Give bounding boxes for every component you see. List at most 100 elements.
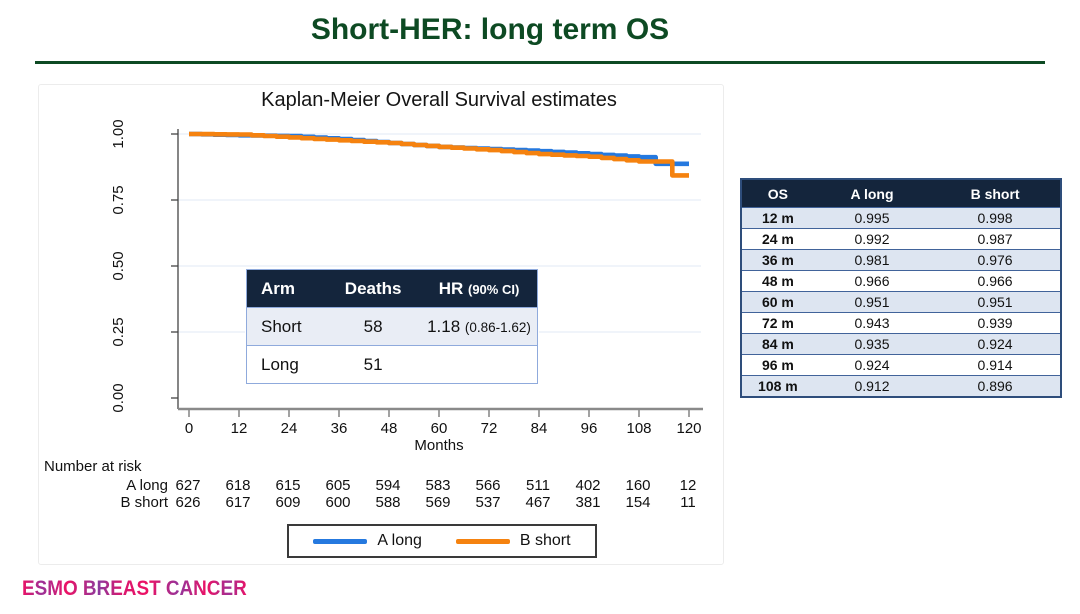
inset-header-arm: Arm	[261, 278, 296, 298]
risk-value: 467	[525, 494, 551, 511]
risk-value: 537	[475, 494, 501, 511]
os-table: OS A long B short 12 m 0.995 0.998 24 m 0.992 0…	[740, 178, 1062, 398]
x-tick-label: 60	[431, 420, 448, 437]
y-tick-label: 1.00	[110, 119, 127, 148]
os-table-cell: 0.924	[977, 336, 1013, 352]
os-table-cell: 0.943	[854, 315, 890, 331]
os-table-row: 108 m 0.912 0.896	[741, 375, 1061, 397]
inset-row: Short 58 1.18 (0.86-1.62)	[247, 307, 537, 346]
risk-value: 609	[275, 494, 301, 511]
os-table-cell: 0.951	[977, 294, 1013, 310]
inset-hr: 1.18 (0.86-1.62)	[427, 316, 531, 336]
os-table-row: 24 m 0.992 0.987	[741, 228, 1061, 250]
os-table-cell: 0.939	[977, 315, 1013, 331]
os-table-cell: 0.966	[854, 273, 890, 289]
risk-row: B short 626 617 609 600 588 569 537 467 381 154 11	[0, 494, 1080, 511]
x-tick-label: 12	[231, 420, 248, 437]
risk-value: 12	[679, 477, 697, 494]
x-tick-label: 120	[676, 420, 701, 437]
risk-value: 569	[425, 494, 451, 511]
os-table-cell: 0.951	[854, 294, 890, 310]
x-tick-label: 24	[281, 420, 298, 437]
os-table-cell: 0.998	[977, 210, 1013, 226]
os-table-row: 12 m 0.995 0.998	[741, 207, 1061, 229]
os-table-header-cell: OS	[741, 179, 814, 208]
inset-deaths: 58	[363, 316, 383, 336]
x-tick-label: 108	[626, 420, 651, 437]
risk-value: 11	[680, 494, 696, 511]
risk-value: 594	[375, 477, 401, 494]
title-rule	[35, 61, 1045, 64]
x-tick-label: 36	[331, 420, 348, 437]
risk-value: 617	[225, 494, 251, 511]
legend-item: A long	[313, 532, 422, 550]
hr-inset-table: Arm Deaths HR (90% CI) Short 58 1.18 (0.86…	[246, 269, 538, 384]
y-tick-label: 0.25	[110, 317, 127, 346]
x-tick-label: 84	[531, 420, 548, 437]
os-table-cell: 0.981	[854, 252, 890, 268]
os-table-cell: 48 m	[761, 273, 794, 289]
x-tick-label: 72	[481, 420, 498, 437]
chart-title: Kaplan-Meier Overall Survival estimates	[261, 89, 617, 111]
os-table-row: 72 m 0.943 0.939	[741, 312, 1061, 334]
legend-label: B short	[519, 532, 571, 549]
legend: A long B short	[287, 524, 597, 558]
risk-value: 566	[475, 477, 501, 494]
inset-header-row: Arm Deaths HR (90% CI)	[247, 270, 537, 308]
risk-value: 402	[575, 477, 601, 494]
risk-value: 154	[625, 494, 651, 511]
inset-header-hr: HR (90% CI)	[421, 270, 537, 308]
number-at-risk-title: Number at risk	[44, 458, 142, 475]
os-table-cell: 0.914	[977, 357, 1013, 373]
risk-value: 583	[425, 477, 451, 494]
inset-header-hr-sub: (90% CI)	[467, 281, 520, 297]
risk-value: 618	[225, 477, 251, 494]
os-table-row: 36 m 0.981 0.976	[741, 249, 1061, 271]
x-axis-title: Months	[414, 437, 463, 454]
risk-value: 381	[575, 494, 601, 511]
os-table-cell: 24 m	[761, 231, 794, 247]
risk-value: 605	[325, 477, 351, 494]
inset-arm: Short	[261, 316, 302, 336]
risk-row: A long 627 618 615 605 594 583 566 511 402 160 12	[0, 477, 1080, 494]
legend-swatch	[455, 538, 510, 544]
os-table-cell: 0.966	[977, 273, 1013, 289]
os-table-cell: 0.935	[854, 336, 890, 352]
os-table-cell: 0.976	[977, 252, 1013, 268]
inset-header-hr-main: HR	[438, 278, 464, 298]
os-table-cell: 96 m	[761, 357, 794, 373]
os-table-cell: 0.992	[854, 231, 890, 247]
legend-label: A long	[377, 532, 422, 549]
risk-value: 588	[375, 494, 401, 511]
inset-header-deaths: Deaths	[344, 278, 402, 298]
os-table-cell: 36 m	[761, 252, 794, 268]
os-table-header-cell: B short	[930, 179, 1061, 208]
legend-swatch	[313, 538, 368, 544]
risk-value: 160	[625, 477, 651, 494]
slide-title: Short-HER: long term OS	[310, 13, 670, 46]
os-table-header-cell: A long	[813, 179, 931, 208]
os-table-row: 48 m 0.966 0.966	[741, 270, 1061, 292]
os-table-cell: 60 m	[761, 294, 794, 310]
os-table-cell: 12 m	[761, 210, 794, 226]
inset-row: Long 51	[247, 345, 537, 384]
risk-value: 511	[526, 477, 550, 494]
risk-value: 627	[175, 477, 201, 494]
risk-row-label: B short	[120, 494, 168, 511]
os-table-cell: 84 m	[761, 336, 794, 352]
os-table-cell: 0.995	[854, 210, 890, 226]
survival-curve-b-short	[189, 131, 689, 178]
x-tick-label: 0	[185, 420, 193, 437]
os-table-cell: 0.924	[854, 357, 890, 373]
os-table-cell: 0.896	[977, 378, 1013, 394]
inset-arm: Long	[261, 354, 299, 374]
os-table-cell: 72 m	[761, 315, 794, 331]
os-table-row: 96 m 0.924 0.914	[741, 354, 1061, 376]
risk-value: 626	[175, 494, 201, 511]
y-tick-label: 0.50	[110, 251, 127, 280]
os-table-cell: 0.912	[854, 378, 890, 394]
inset-deaths: 51	[363, 354, 383, 374]
os-table-header-row: OS A long B short	[741, 179, 1061, 208]
inset-hr	[421, 346, 537, 384]
